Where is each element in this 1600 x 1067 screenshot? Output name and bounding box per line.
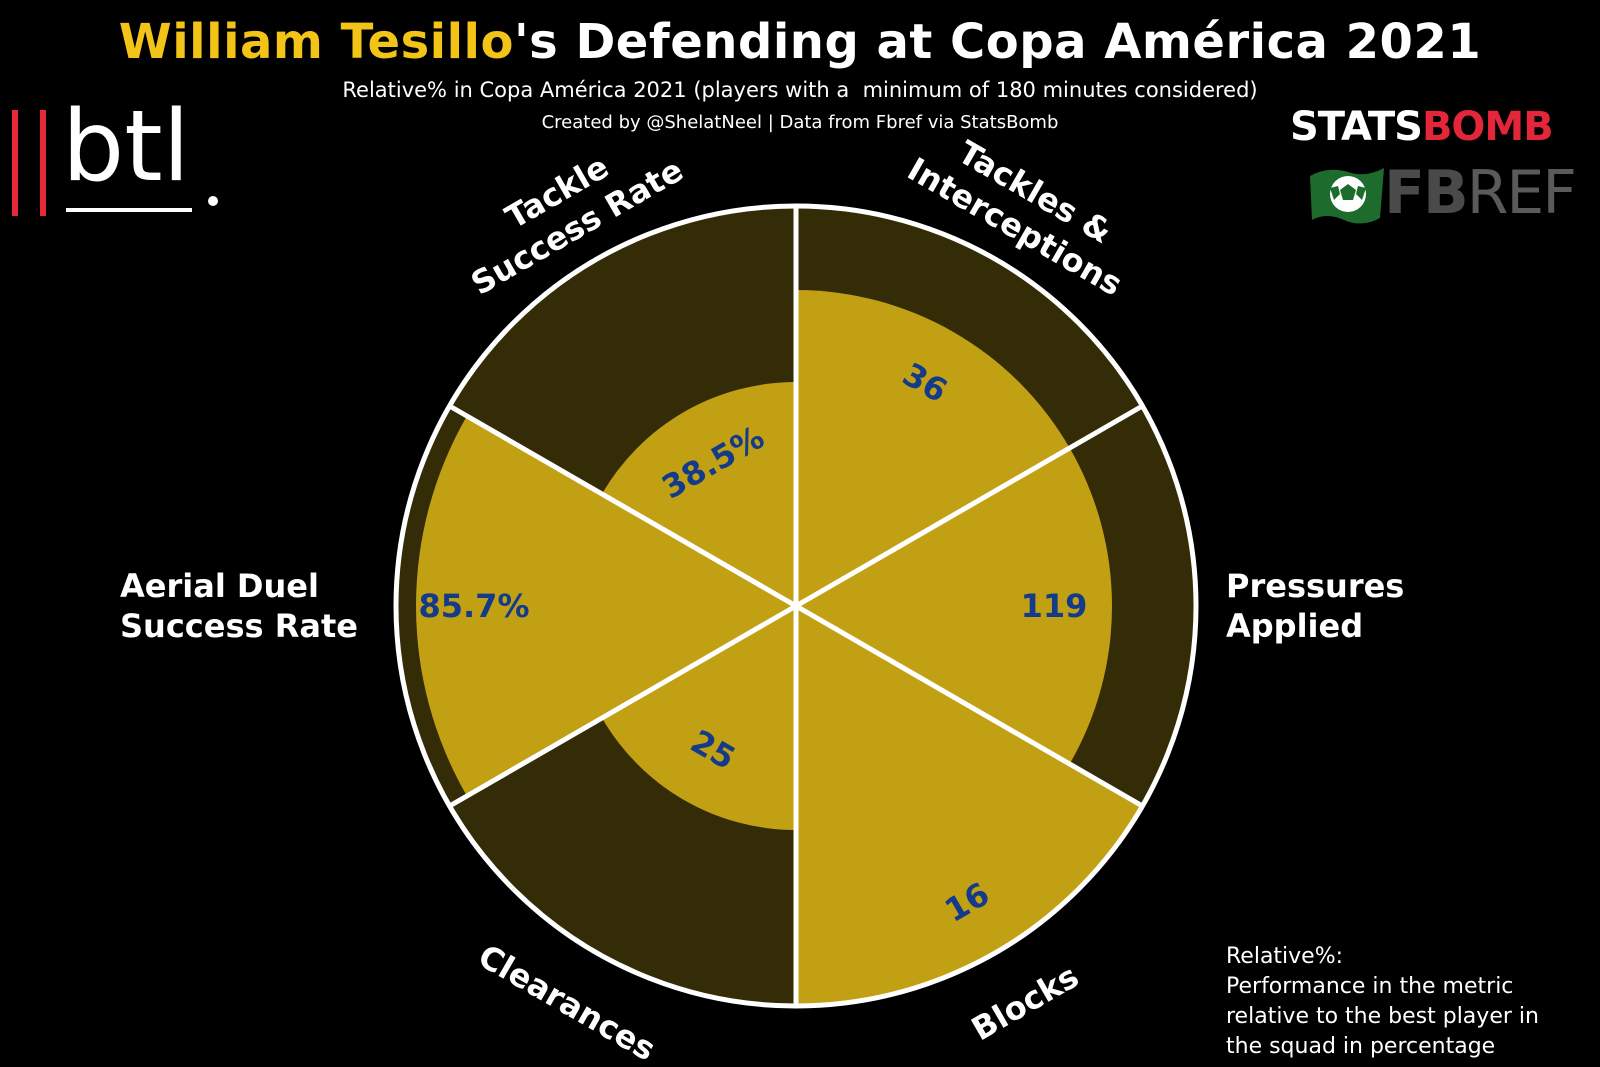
btl-logo-bar-left [12,110,18,216]
fbref-flag-icon [1310,168,1384,224]
relative-note-line: Relative%: [1226,944,1344,969]
radar-category-label: Pressures Applied [1226,567,1404,645]
radar-category-text: Aerial Duel Success Rate [120,567,358,645]
radar-category-line: Pressures [1226,567,1404,605]
statsbomb-logo-stats: STATS [1290,104,1423,150]
radar-value-sector [796,290,1070,606]
radar-category-label: Blocks [965,957,1085,1048]
fbref-logo-fb: FB [1384,158,1469,228]
radar-category-text: Blocks [965,957,1085,1048]
btl-logo-text: btl [62,90,190,204]
radar-value-sector [416,416,796,796]
chart-credit: Created by @ShelatNeel | Data from Fbref… [541,112,1059,133]
title-rest: 's Defending at Copa América 2021 [513,14,1482,70]
radar-value-label: 85.7% [418,587,529,625]
relative-note: Relative%: Performance in the metric rel… [1226,942,1586,1062]
radar-spoke [448,603,798,809]
relative-note-line: the squad in percentage [1226,1034,1496,1059]
fbref-logo-text: FBREF [1384,158,1577,228]
relative-note-line: relative to the best player in [1226,1004,1539,1029]
relative-note-line: Performance in the metric [1226,974,1514,999]
radar-category-line: Aerial Duel [120,567,319,605]
radar-spoke [794,603,1144,809]
btl-logo: btl [8,90,228,224]
btl-logo-dot [208,196,218,206]
radar-spoke [448,403,798,609]
radar-category-label: Aerial Duel Success Rate [120,567,358,645]
btl-logo-bar-right [40,110,46,216]
radar-category-line: Blocks [965,957,1085,1048]
radar-category-text: Pressures Applied [1226,567,1404,645]
radar-value-sector [602,382,796,606]
radar-category-line: Applied [1226,607,1363,645]
radar-spoke [794,403,1144,609]
radar-category-line: Success Rate [120,607,358,645]
radar-value-sector [796,606,1143,1006]
radar-value-sector [796,448,1112,764]
radar-value-label: 119 [1021,587,1088,625]
chart-title: William Tesillo's Defending at Copa Amér… [0,14,1600,70]
title-player-name: William Tesillo [118,14,514,70]
fbref-logo: FBREF [1308,158,1588,234]
fbref-logo-ref: REF [1466,158,1577,228]
statsbomb-logo: STATSBOMB [1290,104,1554,150]
radar-outer-ring [393,203,1199,1009]
statsbomb-logo-bomb: BOMB [1421,104,1554,150]
chart-subtitle: Relative% in Copa América 2021 (players … [342,78,1258,102]
radar-value-sector [602,606,796,830]
btl-logo-underline [66,208,192,212]
